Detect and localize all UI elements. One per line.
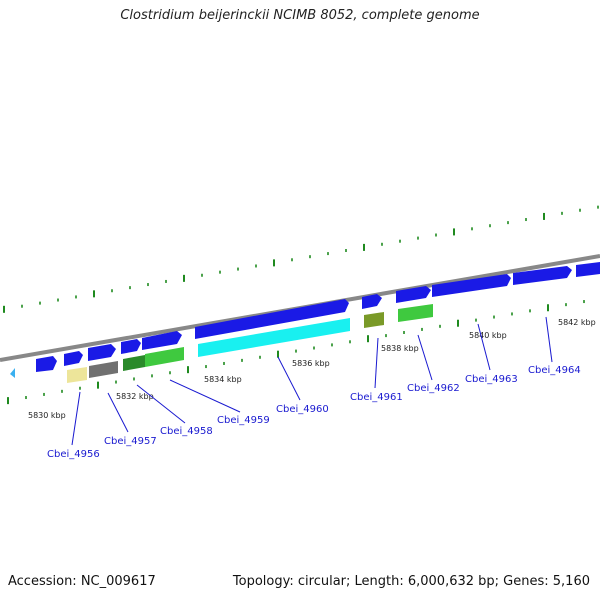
scale-label: 5838 kbp: [381, 344, 419, 353]
gene-labels: Cbei_4956 Cbei_4957 Cbei_4958 Cbei_4959 …: [47, 365, 581, 460]
leader-line: [417, 334, 433, 381]
forward-gene-arrow[interactable]: [576, 262, 600, 277]
forward-gene-arrow[interactable]: [195, 299, 349, 339]
gene-label-cbei-4964[interactable]: Cbei_4964: [528, 365, 581, 376]
map-title: Clostridium beijerinckii NCIMB 8052, com…: [120, 8, 480, 23]
accession-text: Accession: NC_009617: [8, 574, 156, 589]
reverse-gene-olive[interactable]: [364, 312, 384, 328]
forward-gene-arrow[interactable]: [432, 274, 511, 297]
leader-line: [136, 384, 186, 424]
forward-gene-arrow[interactable]: [396, 286, 431, 303]
gene-label-cbei-4959[interactable]: Cbei_4959: [217, 415, 270, 426]
reverse-gene-cyan[interactable]: [10, 368, 15, 378]
gene-label-cbei-4956[interactable]: Cbei_4956: [47, 449, 100, 460]
forward-gene-arrow[interactable]: [64, 351, 83, 366]
scale-label: 5830 kbp: [28, 411, 66, 420]
forward-gene-arrow[interactable]: [88, 344, 116, 361]
gene-leader-lines: [71, 316, 553, 446]
scale-label: 5836 kbp: [292, 359, 330, 368]
reverse-gene-khaki[interactable]: [67, 367, 87, 383]
forward-strand-genes: [36, 262, 600, 372]
forward-gene-arrow[interactable]: [36, 356, 57, 372]
gene-label-cbei-4961[interactable]: Cbei_4961: [350, 392, 403, 403]
gene-label-cbei-4963[interactable]: Cbei_4963: [465, 374, 518, 385]
forward-gene-arrow[interactable]: [513, 266, 572, 285]
leader-line: [374, 337, 379, 389]
reverse-gene-gray[interactable]: [89, 361, 118, 378]
forward-gene-arrow[interactable]: [121, 339, 141, 354]
leader-line: [107, 392, 129, 433]
reverse-gene-dark-green[interactable]: [123, 355, 145, 371]
gene-label-cbei-4962[interactable]: Cbei_4962: [407, 383, 460, 394]
scale-label: 5834 kbp: [204, 375, 242, 384]
genome-summary-text: Topology: circular; Length: 6,000,632 bp…: [232, 574, 590, 589]
scale-label: 5840 kbp: [469, 331, 507, 340]
leader-line: [477, 323, 491, 371]
gene-label-cbei-4958[interactable]: Cbei_4958: [160, 426, 213, 437]
leader-line: [71, 391, 81, 446]
forward-gene-arrow[interactable]: [362, 294, 382, 309]
scale-labels: 5830 kbp 5832 kbp 5834 kbp 5836 kbp 5838…: [28, 318, 596, 420]
leader-line: [169, 379, 241, 413]
reverse-gene-green[interactable]: [398, 304, 433, 322]
scale-label: 5842 kbp: [558, 318, 596, 327]
reverse-gene-cyan[interactable]: [198, 318, 350, 357]
reverse-strand-genes: [10, 304, 433, 383]
reverse-gene-green[interactable]: [145, 347, 184, 367]
outer-tick-row: [3, 205, 599, 313]
scale-label: 5832 kbp: [116, 392, 154, 401]
leader-line: [545, 316, 553, 363]
gene-label-cbei-4960[interactable]: Cbei_4960: [276, 404, 329, 415]
leader-line: [277, 356, 301, 401]
inner-tick-row: [7, 300, 585, 405]
forward-gene-arrow[interactable]: [142, 331, 182, 350]
gene-label-cbei-4957[interactable]: Cbei_4957: [104, 436, 157, 447]
